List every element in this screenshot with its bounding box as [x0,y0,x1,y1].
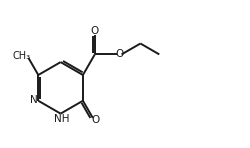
Text: O: O [92,115,100,125]
Text: O: O [91,26,99,36]
Text: N: N [30,95,38,105]
Text: NH: NH [54,114,69,124]
Text: O: O [115,49,124,59]
Text: CH₃: CH₃ [13,51,31,61]
